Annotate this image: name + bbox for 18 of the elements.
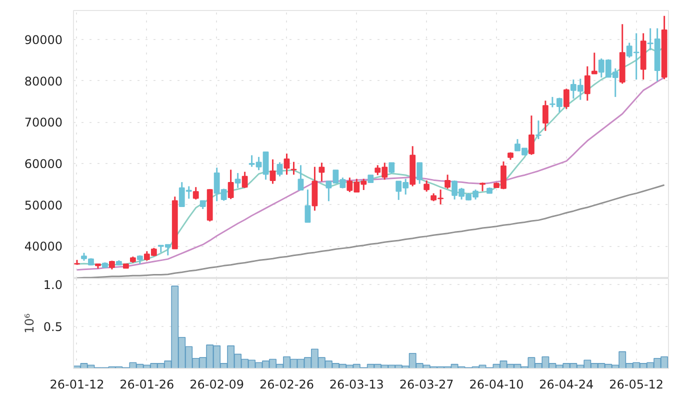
y-tick-label: 70000 [24,116,63,130]
y-tick-label: 50000 [24,198,63,212]
category-label: 26-01-26 [120,378,174,392]
category-label: 26-01-12 [50,378,104,392]
category-label: 26-04-24 [539,378,594,392]
y-tick-label: 40000 [24,240,63,254]
category-label: 26-02-26 [260,378,314,392]
category-label: 26-05-12 [609,378,664,392]
category-label: 26-03-27 [399,378,454,392]
y-tick-label: 60000 [24,157,63,172]
y-axis-title: 10⁶ [22,313,36,334]
category-label: 26-02-09 [190,378,244,392]
y-tick-label: 90000 [24,32,63,47]
category-label: 26-03-13 [329,378,384,392]
y-tick-label: 1.0 [43,278,63,292]
category-label: 26-04-10 [469,378,524,392]
y-tick-label: 80000 [24,74,63,88]
y-tick-label: 0.5 [43,320,63,334]
